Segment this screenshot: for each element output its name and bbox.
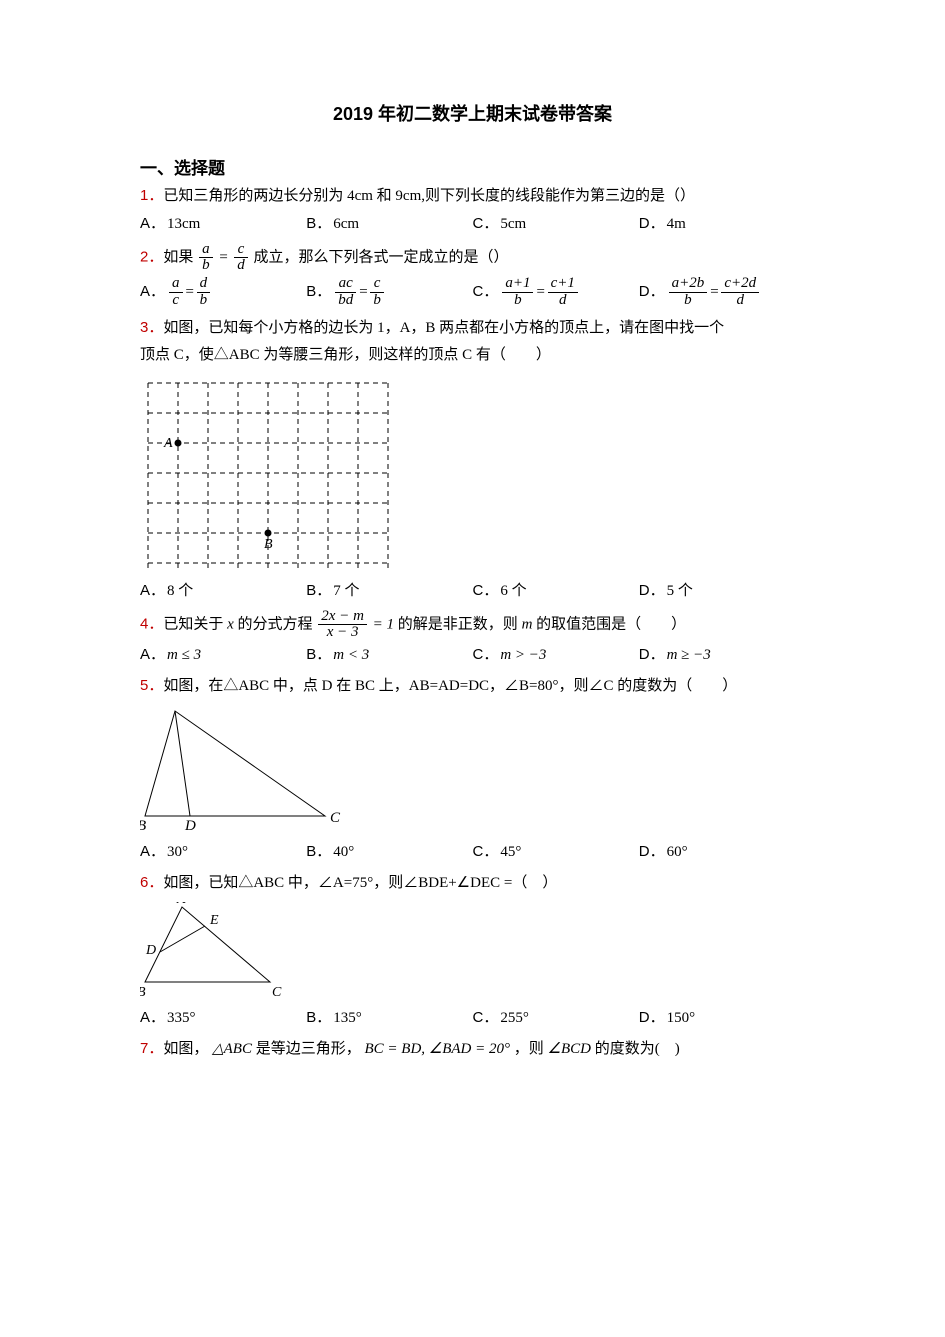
q1-text: 已知三角形的两边长分别为 4cm 和 9cm,则下列长度的线段能作为第三边的是（… [163, 188, 695, 204]
q7-number: 7． [140, 1040, 163, 1057]
q4-options: A．m ≤ 3 B．m < 3 C．m > −3 D．m ≥ −3 [140, 643, 805, 667]
q3-opt-d: D．5 个 [639, 579, 805, 603]
q6-opt-a: A．335° [140, 1006, 306, 1030]
q6-options: A．335° B．135° C．255° D．150° [140, 1006, 805, 1030]
q2-opt-c: C． a+1b=c+1d [473, 276, 639, 309]
svg-text:A: A [169, 706, 180, 709]
section-header: 一、选择题 [140, 154, 805, 179]
question-7: 7．如图， △ABC 是等边三角形， BC = BD, ∠BAD = 20° ，… [140, 1036, 805, 1063]
q6-opt-d: D．150° [639, 1006, 805, 1030]
q1-opt-c: C．5cm [473, 212, 639, 236]
q3-opt-a: A．8 个 [140, 579, 306, 603]
q1-opt-a: A．13cm [140, 212, 306, 236]
q6-opt-b: B．135° [306, 1006, 472, 1030]
q4-opt-d: D．m ≥ −3 [639, 643, 805, 667]
svg-text:C: C [272, 985, 282, 1000]
svg-text:B: B [140, 818, 146, 834]
svg-text:D: D [145, 943, 156, 958]
q2-options: A． ac=db B． acbd=cb C． a+1b=c+1d D． a+2b… [140, 276, 805, 309]
page-title: 2019 年初二数学上期末试卷带答案 [140, 100, 805, 126]
q5-opt-a: A．30° [140, 840, 306, 864]
q2-opt-b: B． acbd=cb [306, 276, 472, 309]
question-5: 5．如图，在△ABC 中，点 D 在 BC 上，AB=AD=DC，∠B=80°，… [140, 673, 805, 700]
q2-number: 2． [140, 248, 163, 265]
q4-opt-a: A．m ≤ 3 [140, 643, 306, 667]
q6-number: 6． [140, 874, 163, 891]
q3-grid-figure: AB [140, 375, 805, 575]
question-4: 4．已知关于 x 的分式方程 2x − mx − 3 = 1 的解是非正数，则 … [140, 609, 805, 642]
triangle-svg: A B C D [140, 706, 350, 836]
q5-options: A．30° B．40° C．45° D．60° [140, 840, 805, 864]
grid-svg: AB [140, 375, 400, 575]
question-1: 1．已知三角形的两边长分别为 4cm 和 9cm,则下列长度的线段能作为第三边的… [140, 183, 805, 210]
q1-opt-b: B．6cm [306, 212, 472, 236]
question-6: 6．如图，已知△ABC 中，∠A=75°，则∠BDE+∠DEC =（ ） [140, 870, 805, 897]
triangle-svg: A B C D E [140, 902, 290, 1002]
q5-opt-c: C．45° [473, 840, 639, 864]
question-2: 2．如果 ab = cd 成立，那么下列各式一定成立的是（） [140, 242, 805, 275]
q5-triangle-figure: A B C D [140, 706, 805, 836]
q3-opt-b: B．7 个 [306, 579, 472, 603]
q1-opt-d: D．4m [639, 212, 805, 236]
q1-number: 1． [140, 187, 163, 204]
q5-opt-d: D．60° [639, 840, 805, 864]
q4-opt-c: C．m > −3 [473, 643, 639, 667]
q1-options: A．13cm B．6cm C．5cm D．4m [140, 212, 805, 236]
q4-opt-b: B．m < 3 [306, 643, 472, 667]
q4-number: 4． [140, 615, 163, 632]
svg-text:D: D [184, 818, 196, 834]
question-3: 3．如图，已知每个小方格的边长为 1，A，B 两点都在小方格的顶点上，请在图中找… [140, 315, 805, 342]
svg-text:A: A [163, 436, 173, 451]
q5-number: 5． [140, 677, 163, 694]
q5-opt-b: B．40° [306, 840, 472, 864]
q2-opt-d: D． a+2bb=c+2dd [639, 276, 805, 309]
q3-number: 3． [140, 319, 163, 336]
q3-text-line2: 顶点 C，使△ABC 为等腰三角形，则这样的顶点 C 有（ ） [140, 343, 805, 369]
q3-options: A．8 个 B．7 个 C．6 个 D．5 个 [140, 579, 805, 603]
svg-text:A: A [176, 902, 186, 907]
q2-opt-a: A． ac=db [140, 276, 306, 309]
svg-text:E: E [209, 913, 219, 928]
svg-text:B: B [140, 985, 146, 1000]
exam-page: 2019 年初二数学上期末试卷带答案 一、选择题 1．已知三角形的两边长分别为 … [0, 0, 945, 1125]
q6-opt-c: C．255° [473, 1006, 639, 1030]
svg-text:C: C [330, 810, 341, 826]
svg-text:B: B [264, 537, 273, 552]
q3-opt-c: C．6 个 [473, 579, 639, 603]
q6-triangle-figure: A B C D E [140, 902, 805, 1002]
